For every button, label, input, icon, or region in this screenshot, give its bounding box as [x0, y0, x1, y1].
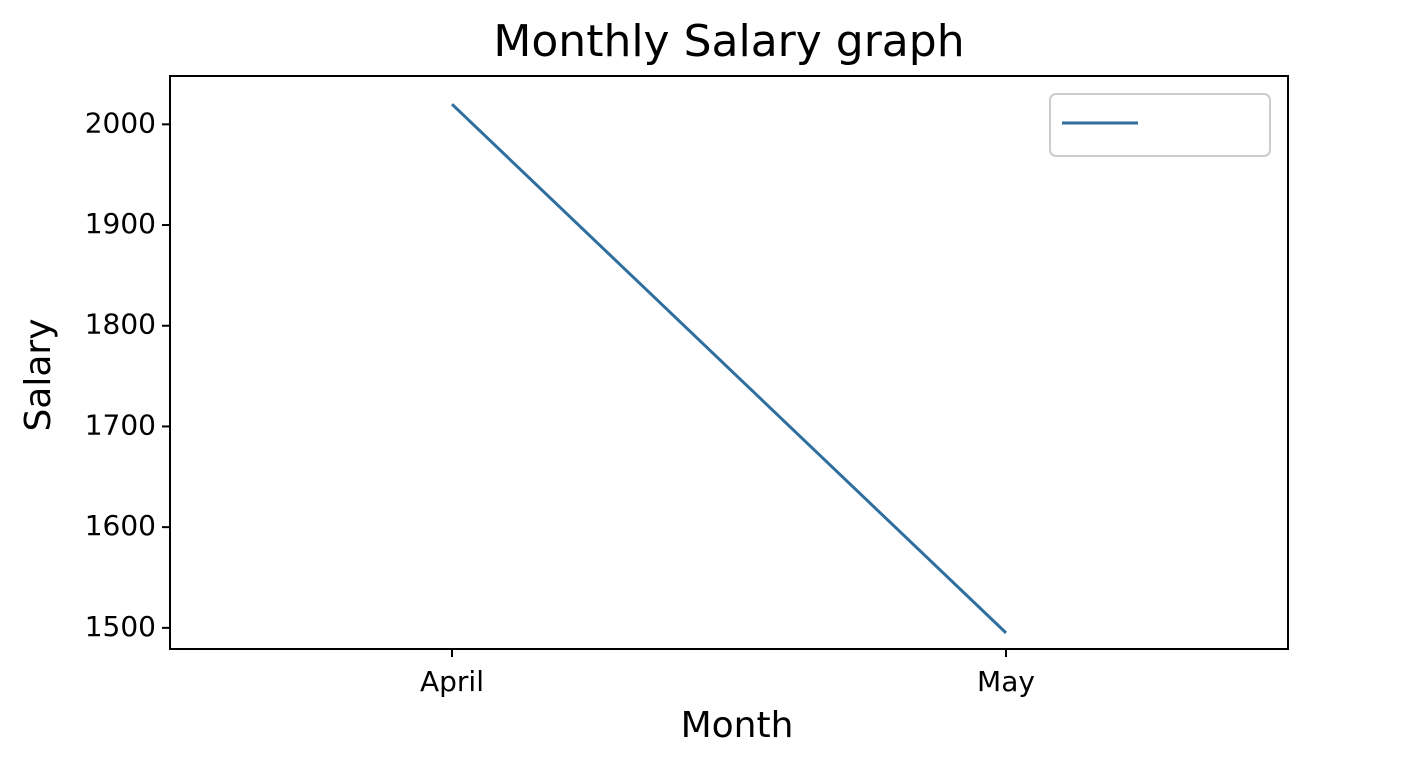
- chart-title: Monthly Salary graph: [493, 16, 964, 67]
- y-axis-label: Salary: [18, 318, 59, 431]
- x-tick-label: April: [420, 665, 484, 698]
- x-tick-label: May: [977, 665, 1035, 698]
- plot-frame: [169, 75, 1289, 650]
- x-axis-label: Month: [681, 705, 794, 746]
- y-tick-label: 1500: [85, 610, 156, 643]
- y-tick-label: 1700: [85, 408, 156, 441]
- y-tick-label: 1800: [85, 308, 156, 341]
- legend-box: [1049, 93, 1271, 157]
- y-tick-label: 2000: [85, 106, 156, 139]
- line-series: [450, 103, 1008, 634]
- y-tick-label: 1900: [85, 207, 156, 240]
- y-tick-label: 1600: [85, 509, 156, 542]
